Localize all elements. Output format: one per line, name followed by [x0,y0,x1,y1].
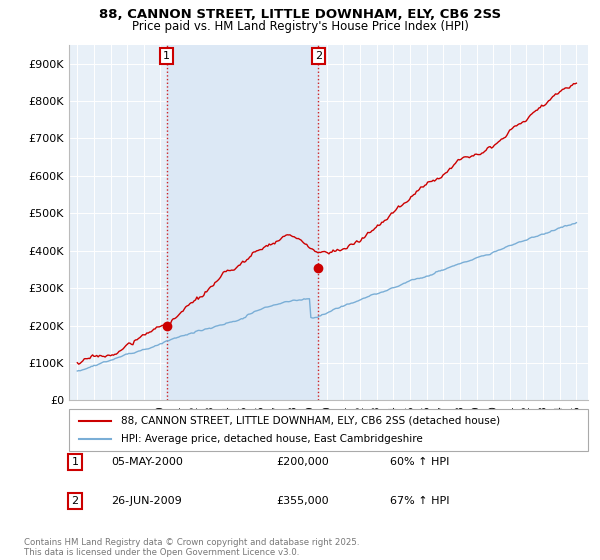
Text: 26-JUN-2009: 26-JUN-2009 [111,496,182,506]
Bar [167,45,319,400]
Text: 05-MAY-2000: 05-MAY-2000 [111,457,183,467]
Text: Price paid vs. HM Land Registry's House Price Index (HPI): Price paid vs. HM Land Registry's House … [131,20,469,32]
FancyBboxPatch shape [69,409,588,451]
Text: 1: 1 [163,51,170,61]
Text: 60% ↑ HPI: 60% ↑ HPI [390,457,449,467]
Text: 67% ↑ HPI: 67% ↑ HPI [390,496,449,506]
Text: £355,000: £355,000 [276,496,329,506]
Text: HPI: Average price, detached house, East Cambridgeshire: HPI: Average price, detached house, East… [121,434,422,444]
Text: 88, CANNON STREET, LITTLE DOWNHAM, ELY, CB6 2SS (detached house): 88, CANNON STREET, LITTLE DOWNHAM, ELY, … [121,416,500,426]
Text: £200,000: £200,000 [276,457,329,467]
Text: Contains HM Land Registry data © Crown copyright and database right 2025.
This d: Contains HM Land Registry data © Crown c… [24,538,359,557]
Text: 1: 1 [71,457,79,467]
Text: 88, CANNON STREET, LITTLE DOWNHAM, ELY, CB6 2SS: 88, CANNON STREET, LITTLE DOWNHAM, ELY, … [99,8,501,21]
Text: 2: 2 [315,51,322,61]
Text: 2: 2 [71,496,79,506]
